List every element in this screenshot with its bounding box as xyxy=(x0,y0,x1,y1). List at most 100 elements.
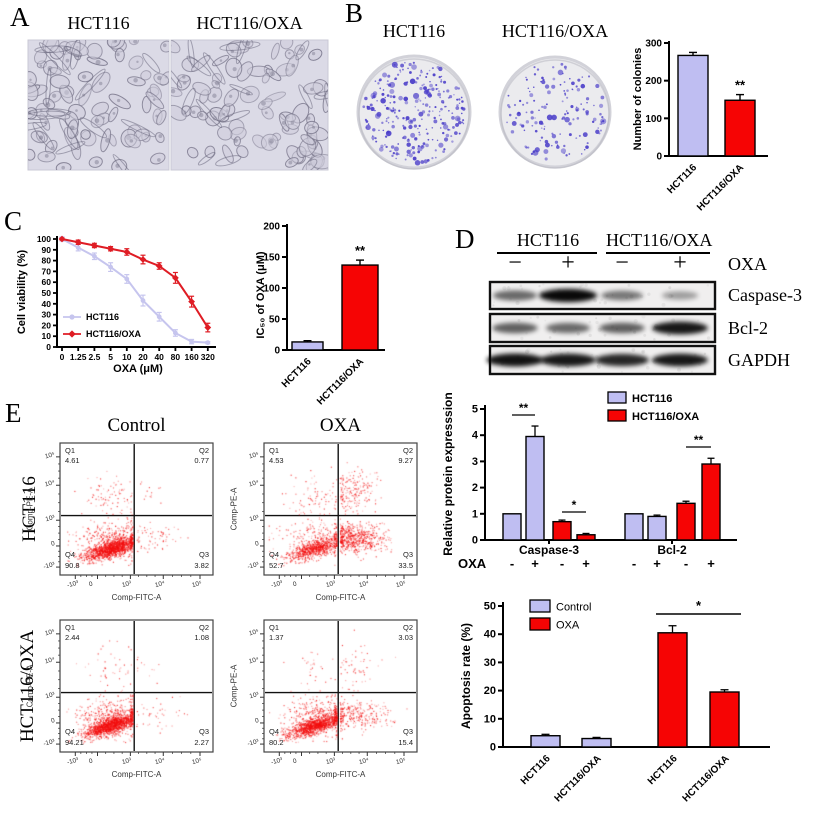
flow-q3-name: Q3 xyxy=(198,550,209,559)
svg-text:HCT116/OXA: HCT116/OXA xyxy=(86,329,142,339)
svg-text:1.25: 1.25 xyxy=(70,352,87,362)
flow-q1-name: Q1 xyxy=(269,446,280,455)
svg-text:50: 50 xyxy=(269,315,281,326)
svg-text:HCT116: HCT116 xyxy=(665,162,699,196)
svg-text:HCT116/OXA: HCT116/OXA xyxy=(632,411,699,423)
svg-text:*: * xyxy=(572,498,577,512)
svg-text:OXA: OXA xyxy=(458,556,487,571)
flow-q4-value: 94.21 xyxy=(65,738,84,747)
flow-y-axis-label: Comp-PE-A xyxy=(25,487,35,531)
svg-text:100: 100 xyxy=(645,114,662,125)
flow-x-axis-label: Comp-FITC-A xyxy=(111,770,162,779)
svg-text:200: 200 xyxy=(645,76,662,87)
svg-text:Relative protein expresssion: Relative protein expresssion xyxy=(441,392,455,555)
svg-text:Number of colonies: Number of colonies xyxy=(632,48,644,151)
svg-text:0: 0 xyxy=(46,342,51,352)
svg-text:0: 0 xyxy=(490,742,496,754)
flow-q1-value: 2.44 xyxy=(65,633,80,642)
svg-text:HCT116/OXA: HCT116/OXA xyxy=(695,162,746,213)
svg-text:HCT116/OXA: HCT116/OXA xyxy=(553,753,604,804)
flow-q1-value: 4.61 xyxy=(65,456,80,465)
svg-text:HCT116: HCT116 xyxy=(632,393,672,405)
svg-text:10: 10 xyxy=(484,713,496,725)
svg-text:3: 3 xyxy=(472,456,478,468)
flow-x-axis-label: Comp-FITC-A xyxy=(111,593,162,602)
svg-text:*: * xyxy=(696,598,702,613)
svg-text:100: 100 xyxy=(37,234,51,244)
flow-q4-value: 80.2 xyxy=(269,738,284,747)
svg-text:5: 5 xyxy=(108,352,113,362)
svg-text:Control: Control xyxy=(556,602,591,614)
colony-dish xyxy=(498,55,612,169)
svg-text:300: 300 xyxy=(645,39,662,50)
flow-scatter-0 xyxy=(60,443,213,575)
flow-q4-name: Q4 xyxy=(65,550,76,559)
panel-a-title-hct116-oxa: HCT116/OXA xyxy=(196,13,303,33)
flow-y-axis-label: Comp-PE-A xyxy=(25,664,35,708)
svg-text:5: 5 xyxy=(472,404,478,416)
flow-scatter-2 xyxy=(60,620,213,752)
svg-text:4: 4 xyxy=(472,430,479,442)
flow-q1-name: Q1 xyxy=(269,623,280,632)
svg-text:OXA: OXA xyxy=(556,620,580,632)
svg-text:HCT116: HCT116 xyxy=(86,312,119,322)
svg-text:Bcl-2: Bcl-2 xyxy=(657,543,687,557)
flow-q4-name: Q4 xyxy=(65,727,76,736)
svg-text:+: + xyxy=(582,556,590,571)
microscopy-image xyxy=(170,39,329,171)
svg-text:40: 40 xyxy=(484,629,496,641)
svg-text:-: - xyxy=(632,556,636,571)
flow-q2-value: 0.77 xyxy=(194,456,209,465)
flow-q2-value: 9.27 xyxy=(398,456,413,465)
flow-q1-value: 4.53 xyxy=(269,456,284,465)
protein-expression-chart: 0 1 2 3 4 5 Relative protein expresssion Caspas… xyxy=(441,391,737,571)
svg-text:**: ** xyxy=(735,78,746,93)
flow-q1-name: Q1 xyxy=(65,623,76,632)
western-blot xyxy=(486,280,717,376)
svg-text:40: 40 xyxy=(42,299,52,309)
flow-q3-value: 15.4 xyxy=(398,738,413,747)
svg-text:160: 160 xyxy=(185,352,199,362)
svg-text:**: ** xyxy=(355,243,366,258)
blot-group-underline-2 xyxy=(606,252,710,254)
svg-text:HCT116/OXA: HCT116/OXA xyxy=(315,356,366,407)
flow-q2-name: Q2 xyxy=(198,446,209,455)
svg-text:20: 20 xyxy=(484,685,496,697)
lane-sign-1: − xyxy=(508,250,522,276)
panel-b-title-hct116: HCT116 xyxy=(382,21,446,41)
flow-q2-name: Q2 xyxy=(402,446,413,455)
blot-treatment-label: OXA xyxy=(728,254,767,274)
svg-text:HCT116: HCT116 xyxy=(280,356,314,390)
blot-group-underline-1 xyxy=(497,252,597,254)
flow-y-axis-label: Comp-PE-A xyxy=(229,664,239,708)
svg-text:HCT116/OXA: HCT116/OXA xyxy=(681,753,732,804)
flow-scatter-3 xyxy=(264,620,417,752)
flow-q4-name: Q4 xyxy=(269,727,280,736)
svg-text:0: 0 xyxy=(60,352,65,362)
svg-text:60: 60 xyxy=(42,277,52,287)
svg-text:2.5: 2.5 xyxy=(88,352,100,362)
ic50-chart: 0 50 100 150 200 IC₅₀ of OXA (μM) HCT116 HCT116… xyxy=(255,222,385,407)
flow-scatter-1 xyxy=(264,443,417,575)
flow-q2-value: 1.08 xyxy=(194,633,209,642)
svg-text:150: 150 xyxy=(263,253,280,264)
svg-text:Cell viability (%): Cell viability (%) xyxy=(16,249,28,334)
svg-text:20: 20 xyxy=(138,352,148,362)
svg-text:0: 0 xyxy=(274,346,280,357)
svg-text:2: 2 xyxy=(472,482,478,494)
flow-q3-name: Q3 xyxy=(402,550,413,559)
colony-dish xyxy=(356,54,472,170)
panel-a-title-hct116: HCT116 xyxy=(67,13,130,33)
svg-text:+: + xyxy=(653,556,661,571)
blot-band-label-bcl2: Bcl-2 xyxy=(728,318,768,338)
flow-col-title-oxa: OXA xyxy=(319,415,362,436)
flow-q3-name: Q3 xyxy=(198,727,209,736)
blot-band-label-caspase3: Caspase-3 xyxy=(728,285,802,305)
panel-e-letter: E xyxy=(5,398,22,428)
panel-d-letter: D xyxy=(455,224,475,254)
